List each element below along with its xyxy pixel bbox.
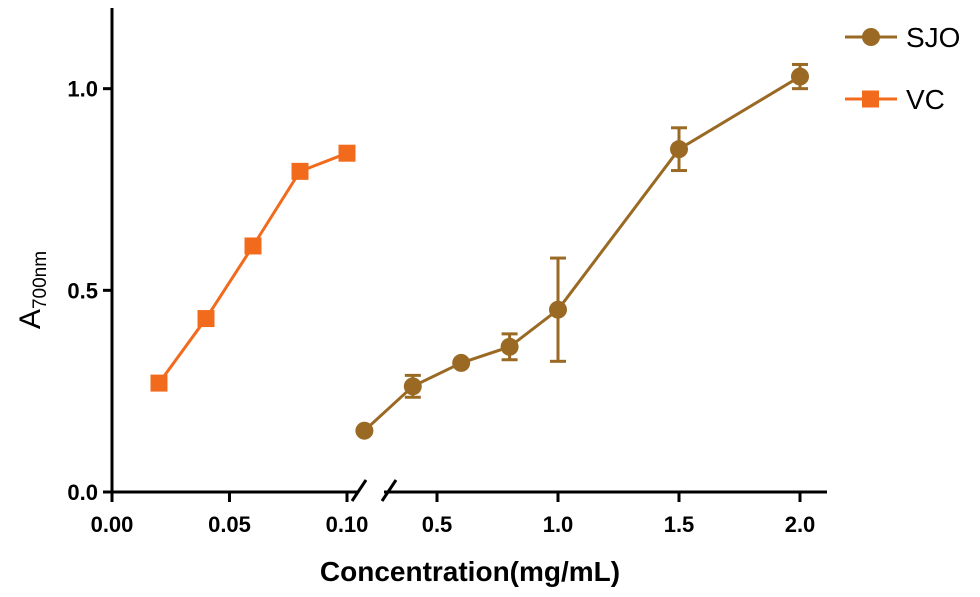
data-point-sjo [670,140,688,159]
legend-marker [862,90,879,108]
legend-marker [862,28,880,46]
data-point-vc [291,162,309,180]
series-layer [150,62,809,440]
y-axis-title-main: A [14,309,47,329]
y-tick-label: 0.0 [67,480,98,505]
data-point-vc [197,310,215,328]
x-axis-title: Concentration(mg/mL) [320,556,620,587]
series-vc [150,144,356,392]
x-axis-break-mark [350,479,368,502]
axes-layer: 0.0 0.5 1.0 0.00 0.05 0.10 0.5 1.0 1.5 2.0 [67,8,827,537]
legend-item-vc: VC [845,84,945,115]
y-axis-title-sub: 700nm [30,251,51,309]
y-axis-title: A700nm [14,251,51,329]
data-point-sjo [791,67,809,86]
legend-label: VC [906,84,945,115]
x-tick-label: 0.05 [208,512,251,537]
data-point-vc [150,374,168,392]
data-point-sjo [500,337,519,356]
y-tick-label: 1.0 [67,77,98,102]
data-point-sjo [403,377,422,396]
x-tick-label: 1.0 [543,512,574,537]
y-tick-label: 0.5 [67,278,98,303]
series-line-vc [157,151,348,384]
x-axis-break-mark [380,479,398,502]
legend-item-sjo: SJO [845,22,960,53]
x-tick-label: 0.00 [91,512,134,537]
x-tick-label: 1.5 [664,512,695,537]
data-point-sjo [452,353,471,372]
x-tick-label: 0.10 [326,512,369,537]
data-point-sjo [549,300,567,319]
series-line-sjo [363,75,801,432]
legend-label: SJO [906,22,960,53]
data-point-vc [338,144,356,162]
x-tick-label: 0.5 [422,512,453,537]
data-point-sjo [355,421,374,440]
x-tick-label: 2.0 [785,512,816,537]
legend-layer: SJO VC [845,22,960,115]
data-point-vc [244,237,262,255]
series-sjo [355,62,809,440]
